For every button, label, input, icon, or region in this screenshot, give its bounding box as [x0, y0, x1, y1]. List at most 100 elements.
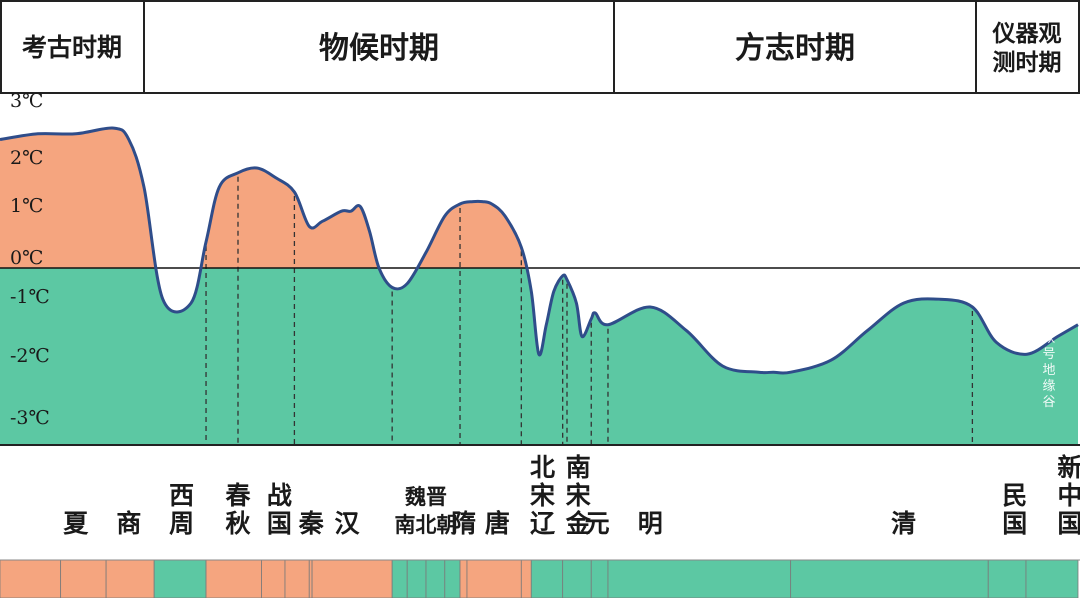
dynasty-label-line: 明: [638, 509, 663, 538]
timeline-segment: [0, 559, 62, 598]
dynasty-label-line: 唐: [485, 509, 510, 538]
y-tick-label: 1℃: [10, 195, 43, 217]
dynasty-label-line: 国: [1057, 509, 1080, 538]
plot-area: 3℃ 2℃ 1℃ 0℃ -1℃ -2℃ -3℃ 公众号地缘谷: [0, 90, 1080, 446]
dynasty-label-line: 隋: [451, 509, 476, 538]
dynasty-label: 秦: [298, 509, 325, 538]
watermark-char: 号: [1042, 347, 1055, 362]
cold-area: [0, 268, 1078, 445]
dynasty-label-line: 西: [169, 481, 194, 510]
dynasty-label-line: 魏晋: [404, 484, 447, 509]
y-tick-label: -2℃: [10, 345, 50, 367]
dynasty-label: 夏: [63, 509, 89, 538]
dynasty-label: 南宋金: [565, 453, 592, 538]
timeline-segment: [205, 559, 262, 598]
dynasty-label-line: 金: [565, 509, 592, 538]
timeline-segment: [530, 559, 564, 598]
y-tick-label: -3℃: [10, 407, 50, 429]
timeline-segment: [425, 559, 446, 598]
y-tick-label: 3℃: [10, 90, 43, 112]
watermark-char: 谷: [1042, 395, 1055, 410]
dynasty-label-line: 北: [530, 453, 555, 482]
header-cell-line: 仪器观: [992, 20, 1062, 47]
header-cell-line: 物候时期: [319, 31, 439, 66]
watermark-text: 公众号地缘谷: [1042, 315, 1055, 410]
watermark-char: 公: [1042, 315, 1055, 330]
timeline-segment: [562, 559, 592, 598]
dynasty-label-line: 商: [116, 509, 141, 538]
header-cell-line: 测时期: [993, 49, 1062, 76]
y-tick-label: 0℃: [10, 247, 43, 269]
header-row: 考古时期 物候时期 方志时期 仪器观测时期: [0, 0, 1080, 94]
dynasty-label-line: 秋: [225, 509, 251, 538]
dynasty-label-line: 宋: [530, 481, 555, 510]
dynasty-label: 汉: [335, 509, 361, 538]
header-cell-label: 物候时期: [319, 31, 439, 66]
dynasty-label: 唐: [485, 509, 510, 538]
y-axis-tick-labels: 3℃ 2℃ 1℃ 0℃ -1℃ -2℃ -3℃: [10, 90, 50, 429]
dynasty-row: 夏商西周春秋战国秦汉魏晋南北朝隋 唐北宋辽南宋金元明清民国新中国: [63, 453, 1080, 538]
timeline-segment: [308, 559, 313, 598]
header-cell-label: 考古时期: [22, 33, 122, 62]
watermark: 公众号地缘谷: [1041, 290, 1057, 410]
header-cell-label: 仪器观测时期: [992, 20, 1062, 76]
dynasty-label: 西周: [169, 481, 194, 538]
timeline-segment: [284, 559, 310, 598]
timeline-strip: [0, 559, 1080, 598]
dynasty-label-line: 南北朝: [395, 512, 458, 537]
dynasty-label: 战国: [267, 481, 292, 538]
dynasty-label-line: 南: [566, 453, 591, 482]
timeline-segment: [311, 559, 393, 598]
dynasty-label-line: 清: [891, 509, 916, 538]
header-frame: [0, 0, 1080, 94]
y-tick-label: 2℃: [10, 147, 43, 169]
dynasty-label-line: 民: [1002, 481, 1027, 510]
dynasty-label-line: 中: [1057, 481, 1080, 510]
timeline-segment: [391, 559, 408, 598]
warm-area: [0, 128, 1078, 268]
watermark-char: 众: [1042, 331, 1055, 346]
timeline-segment: [444, 559, 461, 598]
watermark-char: 缘: [1042, 379, 1055, 394]
dynasty-label: 明: [638, 509, 663, 538]
dynasty-label-line: 新: [1057, 453, 1080, 482]
dynasty-label-line: 战: [267, 481, 292, 510]
dynasty-label: 春秋: [225, 481, 251, 538]
dynasty-boundary-lines: [205, 176, 974, 445]
temperature-series-line: [0, 126, 1079, 375]
dynasty-label: 魏晋南北朝: [395, 484, 458, 537]
header-cell-line: 考古时期: [22, 33, 122, 62]
watermark-char: 地: [1042, 363, 1055, 378]
dynasty-label: 商: [116, 509, 141, 538]
dynasty-label-line: 宋: [566, 481, 591, 510]
dynasty-label: 民国: [1002, 481, 1027, 538]
dynasty-label: 清: [891, 509, 916, 538]
dynasty-label-line: 国: [1002, 509, 1027, 538]
dynasty-label-line: 春: [225, 481, 250, 510]
timeline-segment: [459, 559, 468, 598]
timeline-segment: [590, 559, 609, 598]
dynasty-label: 隋: [451, 509, 476, 538]
timeline-segment: [406, 559, 427, 598]
dynasty-label-line: 秦: [298, 509, 325, 538]
timeline-segment: [261, 559, 286, 598]
dynasty-label: 新中国: [1057, 453, 1080, 538]
dynasty-label-line: 国: [267, 509, 292, 538]
header-cell-label: 方志时期: [735, 31, 855, 66]
timeline-segment: [466, 559, 522, 598]
dynasty-label: 元: [585, 509, 610, 538]
dynasty-label-line: 汉: [335, 509, 361, 538]
y-tick-label: -1℃: [10, 286, 50, 308]
timeline-segment: [987, 559, 1027, 598]
timeline-segment: [790, 559, 989, 598]
header-cell-line: 方志时期: [735, 31, 855, 66]
timeline-segment: [1025, 559, 1079, 598]
dynasty-label-line: 夏: [63, 509, 89, 538]
dynasty-label: 北宋辽: [530, 453, 556, 538]
watermark-dot-icon: [1041, 290, 1057, 306]
dynasty-label-line: 周: [169, 509, 194, 538]
timeline-segment: [153, 559, 207, 598]
timeline-segment: [60, 559, 107, 598]
dynasty-label-line: 元: [585, 509, 610, 538]
